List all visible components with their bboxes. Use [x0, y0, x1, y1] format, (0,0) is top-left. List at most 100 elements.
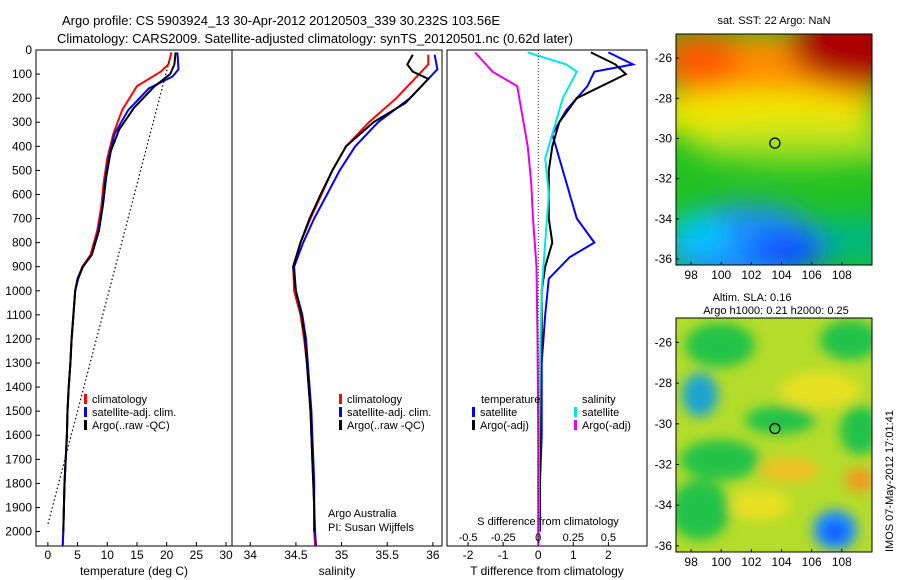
- depth-tick-label: 1700: [5, 452, 32, 466]
- temperature-series: [47, 52, 180, 546]
- depth-tick-label: 1400: [5, 380, 32, 394]
- depth-tick-label: 700: [12, 212, 32, 226]
- depth-tick-label: 600: [12, 187, 32, 201]
- legend-label: Argo(-adj): [582, 420, 631, 432]
- map-x-tick-label: 100: [711, 268, 731, 282]
- sst-map-tick-labels: 98 100 102 104 106 108 -26 -28 -30 -32 -34 -36: [655, 51, 853, 282]
- salinity-diff-tick-label: -0.5: [459, 532, 478, 544]
- depth-tick-label: 200: [12, 91, 32, 105]
- x-tick-label: 0: [535, 548, 542, 562]
- sla-map-tick-labels: 98 100 102 104 106 108 -26 -28 -30 -32 -34 -36: [655, 335, 853, 569]
- legend-swatch: [472, 420, 475, 430]
- series-line: [527, 51, 579, 546]
- sst-map-title: sat. SST: 22 Argo: NaN: [717, 15, 830, 27]
- argo-location-marker: [769, 137, 781, 149]
- depth-tick-label: 2000: [5, 525, 32, 539]
- depth-tick-label: 800: [12, 236, 32, 250]
- sla-map-frame: [675, 317, 873, 553]
- difference-axes-frame: [446, 49, 648, 547]
- x-tick-label: 30: [219, 548, 233, 562]
- series-line: [537, 51, 628, 532]
- sla-map-title-line1: Altim. SLA: 0.16: [713, 292, 792, 304]
- map-x-tick-label: 108: [832, 555, 852, 569]
- legend-label: Argo(-adj): [480, 420, 529, 432]
- x-tick-label: 20: [160, 548, 174, 562]
- map-y-tick-label: -26: [655, 335, 673, 349]
- salinity-annotation-line1: Argo Australia: [328, 508, 397, 520]
- depth-tick-label: 300: [12, 115, 32, 129]
- map-x-tick-label: 102: [741, 555, 761, 569]
- map-x-tick-label: 106: [802, 555, 822, 569]
- series-line: [474, 51, 540, 546]
- legend-swatch: [84, 407, 87, 417]
- legend-label: satellite-adj. clim.: [92, 407, 176, 419]
- sla-map-title-line2: Argo h1000: 0.21 h2000: 0.25: [703, 305, 849, 317]
- legend-swatch: [339, 407, 342, 417]
- depth-tick-labels: 0 100 200 300 400 500 600 700 800 900 1000 1100 1200…: [5, 43, 40, 539]
- legend-label: satellite-adj. clim.: [347, 407, 431, 419]
- series-line: [292, 54, 430, 532]
- map-y-tick-label: -28: [655, 376, 673, 390]
- salinity-diff-tick-label: 0.25: [563, 532, 584, 544]
- depth-tick-label: 0: [25, 43, 32, 57]
- temperature-panel: 0100200300400500600700800900100011001200…: [5, 43, 233, 578]
- map-x-tick-label: 108: [832, 268, 852, 282]
- map-y-tick-label: -30: [655, 131, 673, 145]
- figure-title-line1: Argo profile: CS 5903924_13 30-Apr-2012 …: [62, 13, 500, 28]
- map-y-tick-label: -30: [655, 417, 673, 431]
- x-tick-label: 5: [74, 548, 81, 562]
- legend-header: salinity: [582, 394, 616, 406]
- map-x-tick-label: 104: [772, 555, 792, 569]
- map-y-tick-label: -28: [655, 91, 673, 105]
- legend-swatch: [84, 394, 87, 404]
- sla-map-panel: Altim. SLA: 0.16 Argo h1000: 0.21 h2000:…: [655, 292, 873, 569]
- map-x-tick-label: 106: [802, 268, 822, 282]
- map-y-tick-label: -26: [655, 51, 673, 65]
- argo-location-marker: [769, 422, 781, 435]
- map-y-tick-label: -32: [655, 172, 673, 186]
- series-line: [61, 52, 173, 546]
- legend-label: Argo(..raw -QC): [92, 420, 170, 432]
- map-x-tick-label: 104: [772, 268, 792, 282]
- sst-map-panel: sat. SST: 22 Argo: NaN 98 100 102 104 106 108…: [655, 15, 873, 282]
- sst-heatmap: [676, 34, 872, 265]
- x-tick-label: 34: [244, 548, 258, 562]
- figure-title-line2: Climatology: CARS2009. Satellite-adjuste…: [57, 31, 573, 46]
- series-line: [62, 52, 177, 532]
- x-tick-label: 15: [130, 548, 144, 562]
- difference-tick-labels: -2 -1 0 1 2: [463, 542, 612, 562]
- sst-map-frame: [675, 33, 873, 266]
- temperature-tick-labels: 0 5 10 15 20 25 30: [45, 542, 233, 562]
- map-x-tick-label: 102: [741, 268, 761, 282]
- map-y-tick-label: -32: [655, 458, 673, 472]
- map-y-tick-label: -36: [655, 539, 673, 553]
- depth-tick-label: 1800: [5, 476, 32, 490]
- map-y-tick-label: -34: [655, 498, 673, 512]
- x-tick-label: 10: [101, 548, 115, 562]
- map-x-tick-label: 100: [711, 555, 731, 569]
- difference-xlabel: T difference from climatology: [470, 564, 624, 578]
- x-tick-label: 25: [190, 548, 204, 562]
- salinity-diff-tick-label: -0.25: [491, 532, 516, 544]
- legend-label: satellite: [582, 407, 619, 419]
- series-line: [539, 51, 637, 532]
- side-timestamp: IMOS 07-May-2012 17:01:41: [884, 410, 896, 552]
- depth-tick-label: 1200: [5, 332, 32, 346]
- legend-swatch: [84, 420, 87, 430]
- depth-tick-label: 400: [12, 139, 32, 153]
- x-tick-label: 2: [605, 548, 612, 562]
- legend-swatch: [339, 420, 342, 430]
- x-tick-label: -2: [463, 548, 474, 562]
- difference-series: [474, 50, 637, 546]
- sla-heatmap: [676, 318, 872, 552]
- temperature-xlabel: temperature (deg C): [80, 564, 188, 578]
- x-tick-label: 35: [335, 548, 349, 562]
- difference-panel: -2 -1 0 1 2 S difference from climatology -0…: [446, 49, 648, 578]
- legend-swatch: [339, 394, 342, 404]
- salinity-xlabel: salinity: [319, 564, 356, 578]
- salinity-series: [292, 54, 439, 546]
